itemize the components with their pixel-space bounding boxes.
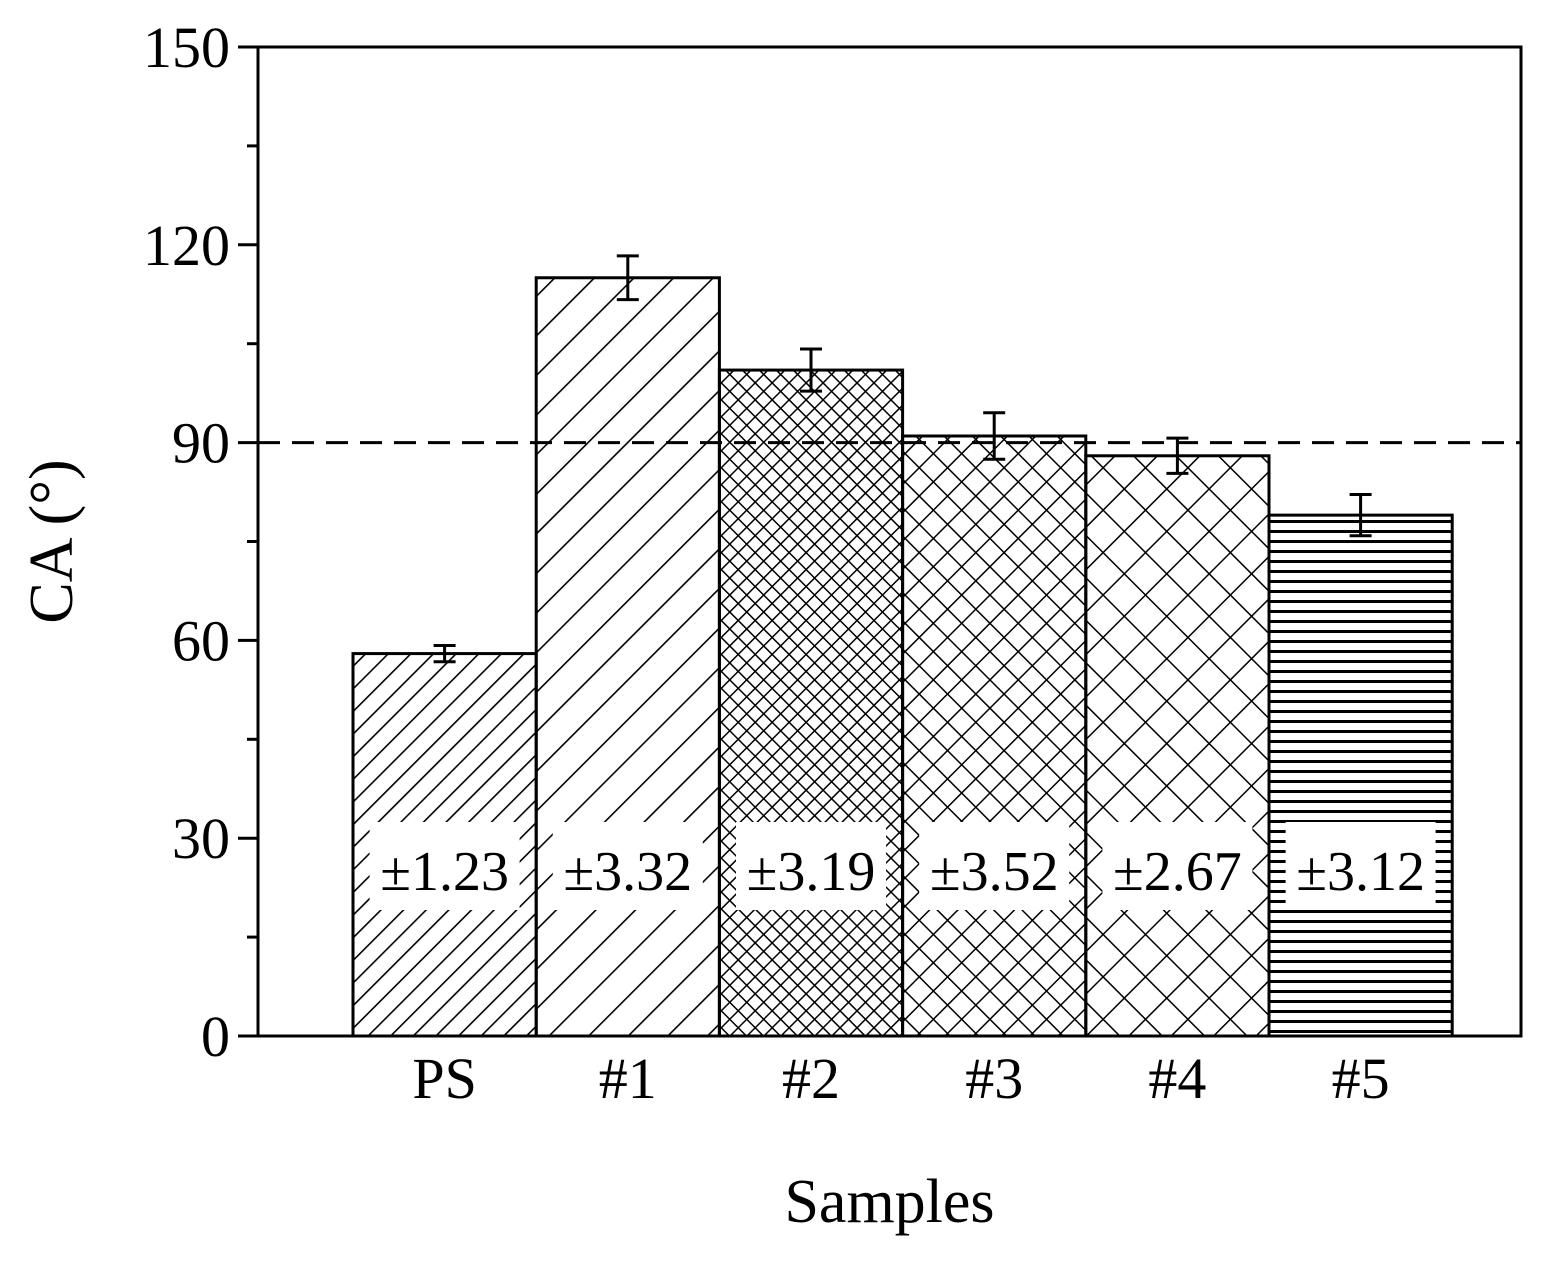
y-tick-label-2: 60 <box>172 608 230 673</box>
x-tick-label-4: #4 <box>1148 1046 1206 1111</box>
bar-1 <box>534 276 721 1038</box>
bar-4 <box>1084 454 1271 1038</box>
error-label-bg-3 <box>919 822 1070 910</box>
error-label-text-4: ±2.67 <box>1113 841 1242 903</box>
error-label-text-3: ±3.52 <box>930 841 1059 903</box>
error-label-bg-4 <box>1102 822 1253 910</box>
x-axis: PS #1 #2 #3 #4 #5 <box>412 1046 1389 1111</box>
y-axis-title: CA (°) <box>18 459 86 623</box>
error-label-bg-0 <box>369 822 520 910</box>
error-label-4: ±2.67 <box>1102 822 1253 910</box>
error-label-bg-5 <box>1285 822 1436 910</box>
bars <box>351 276 1454 1038</box>
bar-2 <box>717 368 905 1038</box>
error-label-2: ±3.19 <box>736 822 886 910</box>
y-tick-label-3: 90 <box>172 411 230 476</box>
error-label-bg-2 <box>736 822 886 910</box>
error-label-0: ±1.23 <box>369 822 520 910</box>
x-tick-label-3: #3 <box>965 1046 1023 1111</box>
error-bar-2 <box>800 347 822 393</box>
error-label-3: ±3.52 <box>919 822 1070 910</box>
x-tick-label-0: PS <box>412 1046 477 1111</box>
x-axis-title: Samples <box>784 1168 994 1236</box>
error-label-bg-1 <box>552 822 703 910</box>
error-label-text-2: ±3.19 <box>747 841 876 903</box>
bar-3 <box>901 434 1088 1038</box>
error-label-text-5: ±3.12 <box>1296 841 1425 903</box>
error-label-text-1: ±3.32 <box>563 841 692 903</box>
y-tick-label-5: 150 <box>143 15 230 80</box>
error-bar-1 <box>616 254 639 302</box>
bar-5 <box>1267 513 1454 1038</box>
x-tick-label-1: #1 <box>599 1046 657 1111</box>
error-bar-3 <box>983 411 1006 461</box>
error-label-5: ±3.12 <box>1285 822 1436 910</box>
x-tick-label-2: #2 <box>782 1046 840 1111</box>
error-labels: ±1.23 ±3.32 ±3.19 ±3.52 ±2.67 ±3.12 <box>369 822 1436 910</box>
y-tick-label-0: 0 <box>201 1004 230 1069</box>
error-bars <box>433 254 1372 664</box>
error-bar-5 <box>1349 493 1372 538</box>
x-tick-label-5: #5 <box>1332 1046 1390 1111</box>
error-label-text-0: ±1.23 <box>380 841 509 903</box>
error-label-1: ±3.32 <box>552 822 703 910</box>
y-axis: 0 30 60 90 120 150 <box>143 15 258 1069</box>
y-tick-label-1: 30 <box>172 806 230 871</box>
error-bar-0 <box>433 643 456 664</box>
y-tick-label-4: 120 <box>143 213 230 278</box>
